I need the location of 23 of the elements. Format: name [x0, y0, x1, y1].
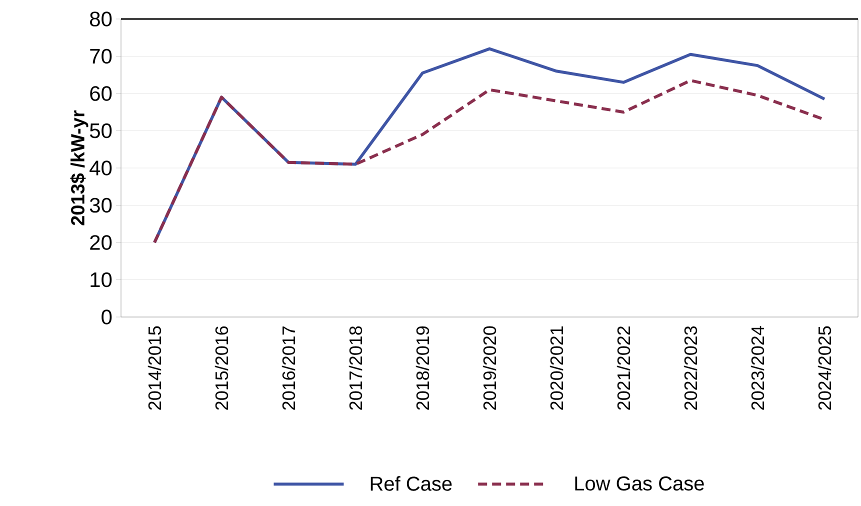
y-tick-label: 80: [90, 12, 112, 26]
y-axis-title: 2013$ /kW-yr: [70, 110, 88, 226]
x-tick-label: 2018/2019: [416, 326, 430, 410]
y-tick-label: 40: [90, 160, 112, 176]
x-tick-label: 2021/2022: [616, 326, 630, 410]
y-tick-label: 0: [102, 310, 112, 324]
legend-label: Low Gas Case: [575, 476, 704, 491]
x-tick-label: 2017/2018: [348, 326, 362, 410]
y-tick-label: 10: [90, 272, 112, 288]
x-tick-label: 2022/2023: [684, 326, 698, 410]
x-tick-label: 2019/2020: [482, 326, 496, 410]
y-tick-label: 50: [90, 123, 112, 138]
x-tick-label: 2023/2024: [750, 326, 764, 410]
x-tick-label: 2016/2017: [282, 326, 296, 410]
x-tick-label: 2024/2025: [818, 326, 832, 410]
y-tick-label: 60: [90, 86, 112, 101]
y-tick-label: 30: [90, 198, 112, 213]
legend-label: Ref Case: [370, 476, 452, 491]
x-tick-label: 2020/2021: [550, 326, 564, 410]
y-tick-label: 20: [90, 235, 112, 250]
x-tick-label: 2014/2015: [148, 326, 162, 410]
x-tick-label: 2015/2016: [214, 326, 228, 410]
y-tick-label: 70: [90, 48, 112, 64]
